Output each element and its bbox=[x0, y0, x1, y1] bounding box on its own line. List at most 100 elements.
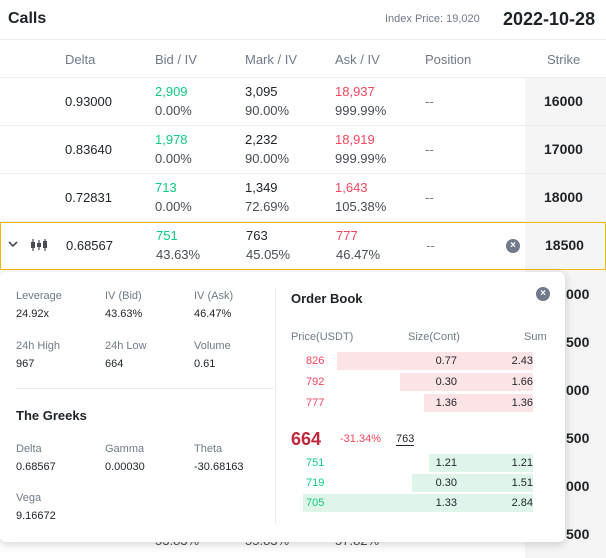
depth-bar bbox=[428, 454, 533, 472]
theta-label: Theta bbox=[194, 443, 223, 455]
option-row[interactable]: 0.93000 2,909 0.00% 3,095 90.00% 18,937 999… bbox=[0, 78, 606, 126]
row-mark: 3,095 90.00% bbox=[245, 84, 290, 118]
vega-value: 9.16672 bbox=[16, 510, 56, 522]
hidden-strike: 000 bbox=[566, 478, 590, 494]
expiry-date[interactable]: 2022-10-28 bbox=[503, 9, 596, 29]
iv-ask-label: IV (Ask) bbox=[194, 290, 234, 302]
bid-row[interactable]: 751 1.21 1.21 bbox=[291, 454, 533, 472]
row-bid[interactable]: 2,909 0.00% bbox=[155, 84, 192, 118]
leverage-label: Leverage bbox=[16, 290, 62, 302]
ob-size-header: Size(Cont) bbox=[408, 331, 460, 343]
theta-value: -30.68163 bbox=[194, 461, 244, 473]
row-mark: 763 45.05% bbox=[246, 228, 291, 262]
col-ask: Ask / IV bbox=[335, 52, 380, 67]
calls-title: Calls bbox=[8, 10, 47, 27]
col-mark: Mark / IV bbox=[245, 52, 298, 67]
row-delta: 0.72831 bbox=[65, 190, 112, 205]
option-row[interactable]: 0.83640 1,978 0.00% 2,232 90.00% 18,919 999… bbox=[0, 126, 606, 174]
row-ask[interactable]: 777 46.47% bbox=[336, 228, 381, 262]
low-value: 664 bbox=[105, 358, 124, 370]
bid-size: 1.33 bbox=[435, 497, 457, 509]
bid-price: 705 bbox=[306, 497, 325, 509]
bid-price: 751 bbox=[306, 457, 325, 469]
ask-price: 777 bbox=[306, 397, 325, 409]
last-price: 664 bbox=[291, 429, 322, 449]
ask-sum: 1.36 bbox=[511, 397, 533, 409]
row-mark: 1,349 72.69% bbox=[245, 180, 290, 214]
iv-bid-value: 43.63% bbox=[105, 308, 143, 320]
option-row-selected[interactable]: 0.68567 751 43.63% 763 45.05% 777 46.47% --… bbox=[0, 222, 606, 270]
hidden-strike: 500 bbox=[566, 430, 590, 446]
row-strike: 18000 bbox=[544, 189, 583, 205]
order-book-title: Order Book bbox=[291, 291, 363, 306]
strike-cell-bg bbox=[525, 223, 605, 269]
chevron-down-icon[interactable] bbox=[7, 238, 19, 250]
bid-row[interactable]: 705 1.33 2.84 bbox=[291, 494, 533, 512]
hidden-strike: 000 bbox=[566, 382, 590, 398]
depth-bar bbox=[412, 474, 533, 492]
ob-price-header: Price(USDT) bbox=[291, 331, 354, 343]
row-delta: 0.83640 bbox=[65, 142, 112, 157]
row-position: -- bbox=[425, 142, 434, 157]
close-icon[interactable]: × bbox=[506, 239, 520, 253]
row-ask[interactable]: 1,643 105.38% bbox=[335, 180, 387, 214]
vega-label: Vega bbox=[16, 492, 42, 504]
low-label: 24h Low bbox=[105, 340, 147, 352]
price-change: -31.34% bbox=[340, 433, 381, 445]
col-strike: Strike bbox=[547, 52, 581, 67]
col-delta: Delta bbox=[65, 52, 96, 67]
bid-sum: 1.51 bbox=[511, 477, 533, 489]
row-position: -- bbox=[426, 238, 435, 253]
high-value: 967 bbox=[16, 358, 35, 370]
mark-price-link[interactable]: 763 bbox=[396, 433, 415, 446]
ask-sum: 1.66 bbox=[511, 376, 533, 388]
bid-size: 0.30 bbox=[435, 477, 457, 489]
index-price: Index Price: 19,020 bbox=[385, 13, 480, 25]
bid-row[interactable]: 719 0.30 1.51 bbox=[291, 474, 533, 492]
depth-bar bbox=[424, 394, 533, 412]
row-delta: 0.93000 bbox=[65, 94, 112, 109]
column-headers: Delta Bid / IV Mark / IV Ask / IV Positi… bbox=[0, 40, 606, 78]
row-bid[interactable]: 1,978 0.00% bbox=[155, 132, 192, 166]
ask-row[interactable]: 826 0.77 2.43 bbox=[291, 352, 533, 370]
candlestick-chart-icon[interactable] bbox=[30, 238, 48, 252]
bid-sum: 2.84 bbox=[511, 497, 533, 509]
ob-sum-header: Sum bbox=[524, 331, 547, 343]
option-row[interactable]: 0.72831 713 0.00% 1,349 72.69% 1,643 105.38… bbox=[0, 174, 606, 222]
row-position: -- bbox=[425, 94, 434, 109]
ask-row[interactable]: 792 0.30 1.66 bbox=[291, 373, 533, 391]
row-bid[interactable]: 751 43.63% bbox=[156, 228, 201, 262]
close-icon[interactable]: × bbox=[536, 287, 550, 301]
row-ask[interactable]: 18,919 999.99% bbox=[335, 132, 387, 166]
ask-size: 1.36 bbox=[435, 397, 457, 409]
ask-size: 0.30 bbox=[435, 376, 457, 388]
col-position: Position bbox=[425, 52, 472, 67]
hidden-strike: 500 bbox=[566, 334, 590, 350]
ask-price: 792 bbox=[306, 376, 325, 388]
chain-header: Calls Index Price: 19,020 2022-10-28 bbox=[0, 0, 606, 40]
greeks-title: The Greeks bbox=[16, 408, 87, 423]
bid-size: 1.21 bbox=[435, 457, 457, 469]
volume-value: 0.61 bbox=[194, 358, 216, 370]
iv-ask-value: 46.47% bbox=[194, 308, 232, 320]
ask-sum: 2.43 bbox=[511, 355, 533, 367]
gamma-value: 0.00030 bbox=[105, 461, 145, 473]
iv-bid-label: IV (Bid) bbox=[105, 290, 142, 302]
row-bid[interactable]: 713 0.00% bbox=[155, 180, 192, 214]
leverage-value: 24.92x bbox=[16, 308, 50, 320]
depth-bar bbox=[303, 494, 533, 512]
row-delta: 0.68567 bbox=[66, 238, 113, 253]
divider-vertical bbox=[275, 288, 276, 524]
bid-price: 719 bbox=[306, 477, 325, 489]
hidden-strike: 500 bbox=[566, 526, 590, 542]
row-strike: 18500 bbox=[545, 237, 584, 253]
bid-sum: 1.21 bbox=[511, 457, 533, 469]
depth-bar bbox=[336, 352, 533, 370]
delta-value: 0.68567 bbox=[16, 461, 56, 473]
ask-row[interactable]: 777 1.36 1.36 bbox=[291, 394, 533, 412]
row-ask[interactable]: 18,937 999.99% bbox=[335, 84, 387, 118]
row-strike: 17000 bbox=[544, 141, 583, 157]
divider bbox=[16, 388, 274, 389]
depth-bar bbox=[399, 373, 533, 391]
row-strike: 16000 bbox=[544, 93, 583, 109]
